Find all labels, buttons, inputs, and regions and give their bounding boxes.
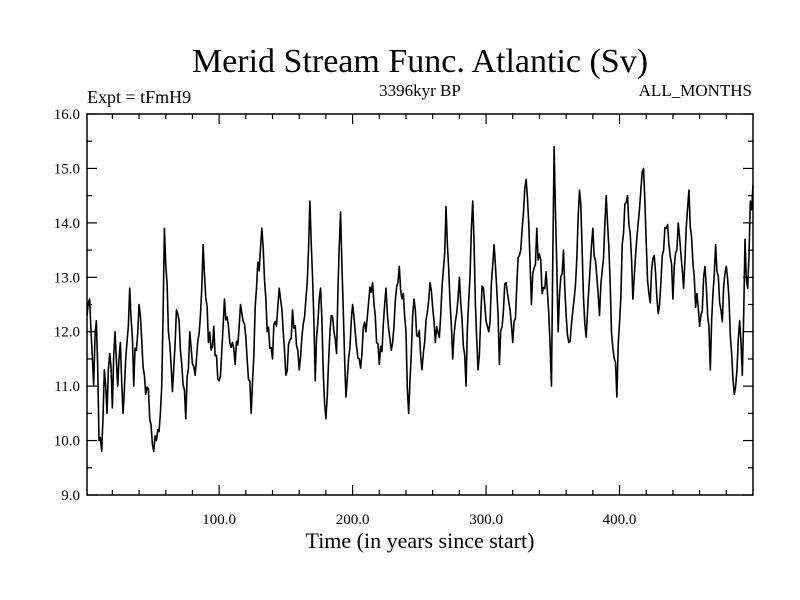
x-tick-label: 400.0 [603,512,637,528]
y-tick-label: 13.0 [54,270,80,286]
y-tick-label: 16.0 [54,107,80,123]
subtitle-left: Expt = tFmH9 [87,87,191,107]
y-tick-label: 11.0 [54,379,80,395]
series-line [86,145,754,453]
subtitle-center: 3396kyr BP [379,81,461,100]
chart-title: Merid Stream Func. Atlantic (Sv) [192,43,648,80]
subtitle-right: ALL_MONTHS [639,81,752,100]
x-tick-label: 100.0 [202,512,236,528]
y-tick-label: 9.0 [61,488,80,504]
y-tick-label: 15.0 [54,161,80,177]
y-tick-label: 14.0 [54,216,80,232]
plot-frame [86,113,754,496]
plot-data-layer [86,145,754,453]
x-tick-label: 200.0 [336,512,370,528]
x-axis-label: Time (in years since start) [306,528,535,553]
y-tick-label: 10.0 [54,434,80,450]
tick-layer: 9.0 10.0 11.0 12.0 13.0 14.0 15.0 16.0 100.0 200.… [54,107,753,528]
y-tick-label: 12.0 [54,325,80,341]
x-tick-label: 300.0 [469,512,503,528]
